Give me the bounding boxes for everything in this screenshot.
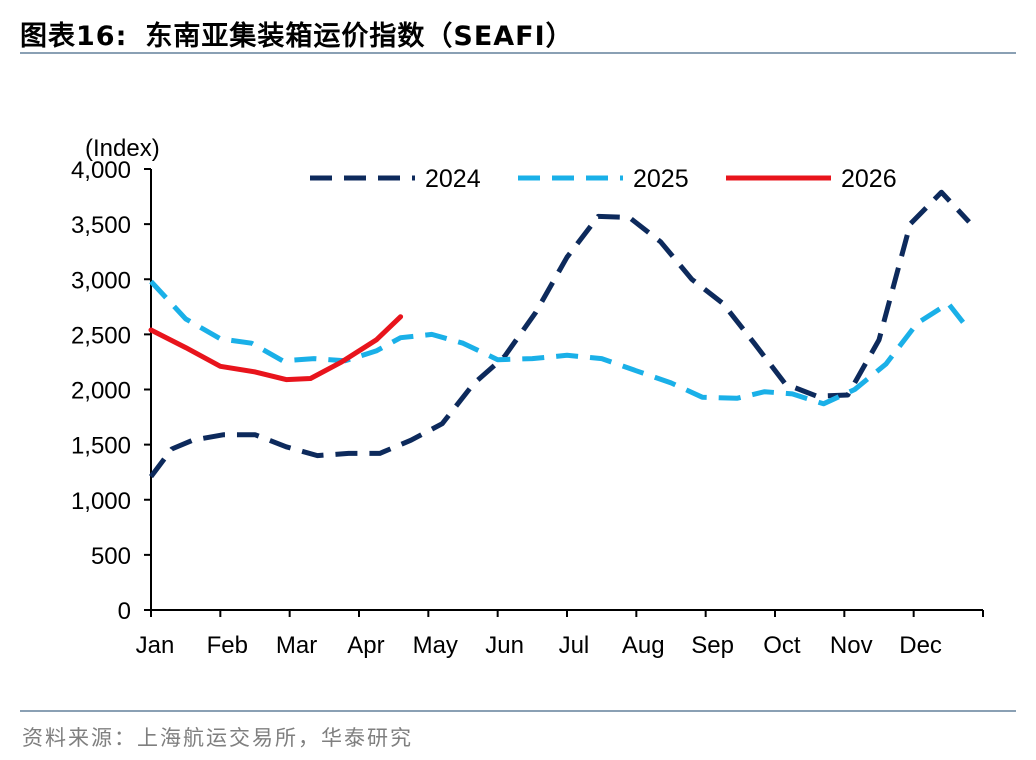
x-tick-label: Sep	[691, 632, 734, 659]
y-tick-label: 4,000	[71, 157, 131, 184]
x-tick-label: Feb	[207, 632, 248, 659]
source-note: 资料来源：上海航运交易所，华泰研究	[22, 726, 413, 750]
legend-label-2025: 2025	[633, 165, 689, 193]
y-tick-label: 2,500	[71, 322, 131, 349]
y-tick-label: 1,500	[71, 433, 131, 460]
x-tick-label: Dec	[899, 632, 942, 659]
y-tick-label: 3,500	[71, 212, 131, 239]
series-layer	[148, 189, 972, 479]
x-tick-label: Oct	[763, 632, 801, 659]
legend: 2024 2025 2026	[310, 165, 897, 193]
x-tick-label: Mar	[276, 632, 317, 659]
series-line-2026	[148, 314, 404, 383]
y-axis-label: (Index)	[85, 135, 160, 162]
x-tick-label: Jan	[136, 632, 175, 659]
source-divider	[20, 710, 1016, 712]
x-tick-label: Jul	[559, 632, 590, 659]
series-line-2024	[149, 189, 971, 479]
y-tick-label: 2,000	[71, 378, 131, 405]
x-tick-label: Nov	[830, 632, 873, 659]
y-tick-label: 3,000	[71, 267, 131, 294]
figure-title: 图表16: 东南亚集装箱运价指数（SEAFI）	[20, 14, 574, 53]
x-tick-label: Jun	[485, 632, 524, 659]
x-tick-label: Aug	[622, 632, 665, 659]
series-line-2025	[149, 279, 972, 407]
x-tick-label: Apr	[347, 632, 384, 659]
legend-label-2024: 2024	[425, 165, 481, 193]
line-chart: 0 500 1,000 1,500 2,000 2,500 3,000 3,500 4,000 J…	[71, 135, 984, 659]
y-tick-label: 500	[91, 543, 131, 570]
title-divider	[20, 52, 1016, 54]
figure-title-text: 东南亚集装箱运价指数（SEAFI）	[145, 21, 574, 52]
figure-number: 图表16:	[20, 21, 128, 52]
legend-label-2026: 2026	[841, 165, 897, 193]
y-tick-label: 1,000	[71, 488, 131, 515]
x-tick-label: May	[413, 632, 458, 659]
axes-layer: 0 500 1,000 1,500 2,000 2,500 3,000 3,500 4,000 J…	[71, 157, 984, 659]
y-tick-label: 0	[118, 598, 131, 625]
